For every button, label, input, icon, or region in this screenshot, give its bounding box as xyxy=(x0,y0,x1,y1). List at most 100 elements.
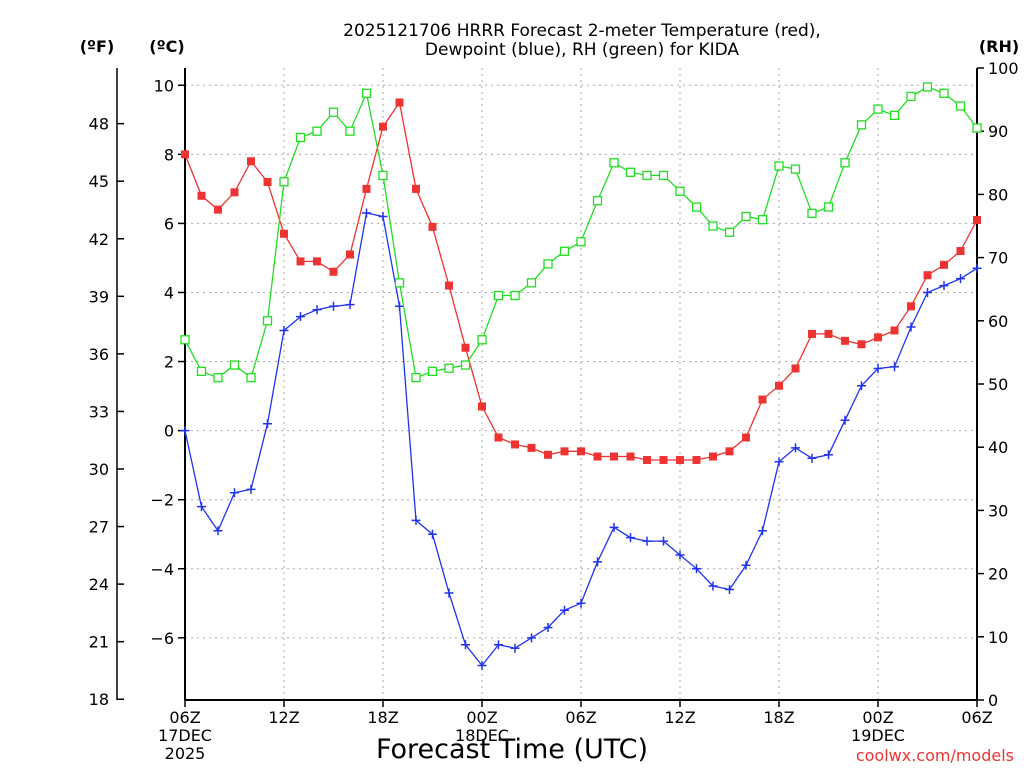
gridlines xyxy=(185,68,977,700)
fahrenheit-tick-label: 30 xyxy=(89,460,109,479)
2-meter-temperature-point xyxy=(692,455,701,464)
x-tick-label: 06Z xyxy=(961,708,992,727)
2-meter-temperature-point xyxy=(725,447,734,456)
relative-humidity-point xyxy=(889,110,900,121)
2-meter-temperature-point xyxy=(362,184,371,193)
2-meter-temperature-point xyxy=(940,260,948,269)
relative-humidity-point xyxy=(592,196,603,206)
2-meter-temperature-point xyxy=(197,191,206,200)
relative-humidity-point xyxy=(526,278,537,288)
2-meter-temperature-point xyxy=(313,257,321,266)
dewpoint-point xyxy=(213,526,223,536)
2-meter-temperature-point xyxy=(346,250,354,259)
dewpoint-point xyxy=(791,443,800,453)
2-meter-temperature-point xyxy=(280,229,288,238)
relative-humidity-point xyxy=(180,335,190,345)
dewpoint-point xyxy=(543,622,553,632)
dewpoint-point xyxy=(345,300,355,310)
x-tick-label: 00Z xyxy=(466,708,497,727)
dewpoint-series xyxy=(180,208,982,670)
relative-humidity-point xyxy=(939,88,949,98)
dewpoint-point xyxy=(180,426,190,436)
2-meter-temperature-point xyxy=(511,440,519,449)
rh-tick-label: 20 xyxy=(988,565,1008,584)
2-meter-temperature-point xyxy=(412,184,420,193)
dewpoint-point xyxy=(279,325,289,335)
rh-tick-label: 0 xyxy=(988,691,998,710)
relative-humidity-point xyxy=(691,202,702,212)
2-meter-temperature-point xyxy=(230,188,239,197)
2-meter-temperature-point xyxy=(610,452,618,461)
2-meter-temperature-point xyxy=(478,402,486,411)
date-label: 18DEC xyxy=(455,726,509,745)
relative-humidity-point xyxy=(576,237,586,247)
2-meter-temperature-point xyxy=(643,455,651,464)
2-meter-temperature-series xyxy=(181,98,981,464)
x-tick-label: 18Z xyxy=(763,708,794,727)
relative-humidity-point xyxy=(642,170,652,181)
dewpoint-point xyxy=(857,381,866,391)
2-meter-temperature-point xyxy=(841,336,849,345)
dewpoint-point xyxy=(626,533,635,543)
2-meter-temperature-point xyxy=(791,364,800,373)
2-meter-temperature-point xyxy=(329,267,338,276)
celsius-tick-label: 6 xyxy=(164,214,174,233)
2-meter-temperature-point xyxy=(709,452,717,461)
date-label: 17DEC xyxy=(158,726,212,745)
dewpoint-point xyxy=(395,301,404,311)
dewpoint-point xyxy=(840,415,850,425)
relative-humidity-point xyxy=(807,208,817,219)
relative-humidity-point xyxy=(262,316,273,326)
dewpoint-point xyxy=(527,633,536,643)
celsius-tick-label: −2 xyxy=(150,491,174,510)
relative-humidity-point xyxy=(196,366,207,377)
date-label-year: 2025 xyxy=(165,744,206,763)
relative-humidity-point xyxy=(493,290,504,301)
celsius-tick-label: −6 xyxy=(150,629,174,648)
dewpoint-point xyxy=(758,526,767,536)
dewpoint-point xyxy=(659,536,668,546)
dewpoint-point xyxy=(774,457,784,467)
2-meter-temperature-point xyxy=(445,281,453,290)
relative-humidity-point xyxy=(790,164,801,174)
dewpoint-point xyxy=(444,588,454,598)
relative-humidity-point xyxy=(955,101,966,111)
2-meter-temperature-point xyxy=(824,329,833,338)
dewpoint-point xyxy=(230,488,239,498)
dewpoint-point xyxy=(593,557,602,567)
celsius-tick-label: 4 xyxy=(164,283,174,302)
celsius-unit-label: (ºC) xyxy=(149,37,184,56)
2-meter-temperature-point xyxy=(247,157,255,166)
dewpoint-point xyxy=(692,564,701,574)
dewpoint-point xyxy=(461,640,470,650)
2-meter-temperature-point xyxy=(857,340,866,349)
relative-humidity-point xyxy=(972,123,982,133)
dewpoint-point xyxy=(560,605,569,615)
relative-humidity-point xyxy=(279,177,289,187)
dewpoint-point xyxy=(494,640,503,650)
relative-humidity-point xyxy=(411,373,421,383)
2-meter-temperature-point xyxy=(461,343,470,352)
2-meter-temperature-point xyxy=(214,205,222,214)
dewpoint-point xyxy=(642,536,652,546)
dewpoint-point xyxy=(510,643,520,653)
fahrenheit-tick-label: 36 xyxy=(89,345,109,364)
relative-humidity-point xyxy=(295,132,306,143)
2-meter-temperature-point xyxy=(956,247,965,256)
x-tick-label: 12Z xyxy=(268,708,299,727)
dewpoint-point xyxy=(939,281,949,291)
dewpoint-point xyxy=(411,515,421,525)
dewpoint-point xyxy=(725,584,734,594)
x-tick-label: 00Z xyxy=(862,708,893,727)
2-meter-temperature-point xyxy=(742,433,750,442)
2-meter-temperature-point xyxy=(296,257,305,266)
dewpoint-point xyxy=(708,581,718,591)
dewpoint-point xyxy=(362,208,371,218)
celsius-tick-label: 10 xyxy=(154,76,174,95)
dewpoint-point xyxy=(890,362,899,372)
rh-tick-label: 70 xyxy=(988,249,1008,268)
relative-humidity-point xyxy=(757,215,768,225)
2-meter-temperature-point xyxy=(874,333,882,342)
2-meter-temperature-point xyxy=(758,395,767,404)
